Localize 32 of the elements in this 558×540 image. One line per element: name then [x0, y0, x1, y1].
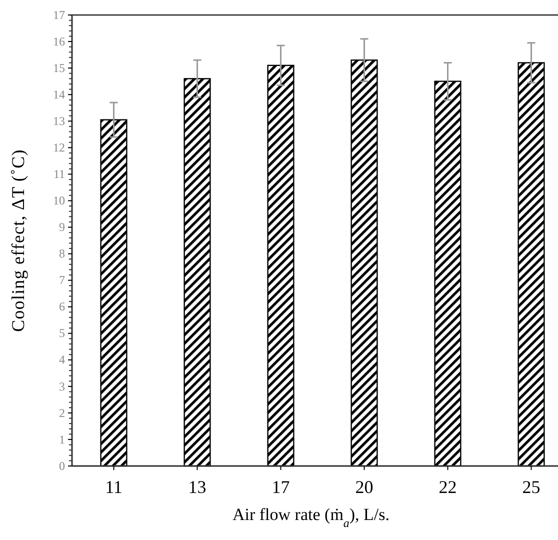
y-tick-label: 17 [53, 8, 65, 22]
bar [350, 60, 378, 467]
bar [518, 62, 545, 467]
x-tick-label: 11 [105, 476, 122, 497]
x-tick-label: 20 [355, 476, 374, 497]
bar [267, 64, 294, 467]
y-tick-label: 11 [53, 167, 65, 182]
y-tick-label: 10 [53, 194, 65, 208]
y-tick-label: 0 [59, 458, 65, 473]
bar [434, 80, 462, 467]
y-tick-label: 6 [59, 300, 65, 314]
y-tick-label: 15 [53, 60, 65, 75]
y-tick-label: 9 [59, 220, 65, 234]
y-tick-label: 2 [59, 406, 65, 420]
y-tick-label: 7 [59, 273, 65, 288]
y-tick-label: 3 [59, 379, 65, 394]
bar [184, 78, 211, 467]
y-tick-label: 1 [59, 432, 65, 446]
x-tick-label: 13 [188, 476, 206, 497]
y-tick-label: 13 [53, 114, 65, 128]
x-tick-label: 25 [522, 476, 540, 497]
y-tick-label: 8 [59, 246, 65, 261]
y-tick-label: 14 [53, 87, 65, 102]
y-tick-label: 4 [59, 352, 65, 367]
y-tick-label: 5 [59, 326, 65, 340]
y-tick-label: 16 [53, 34, 65, 48]
bar [100, 119, 128, 467]
y-axis-title: Cooling effect, ΔT (˚C) [8, 149, 28, 332]
x-axis-title: Air flow rate (ṁ$_{a}$), L/s. [232, 505, 390, 530]
x-tick-label: 17 [272, 476, 290, 497]
x-tick-label: 22 [438, 476, 457, 497]
y-tick-label: 12 [53, 140, 65, 154]
